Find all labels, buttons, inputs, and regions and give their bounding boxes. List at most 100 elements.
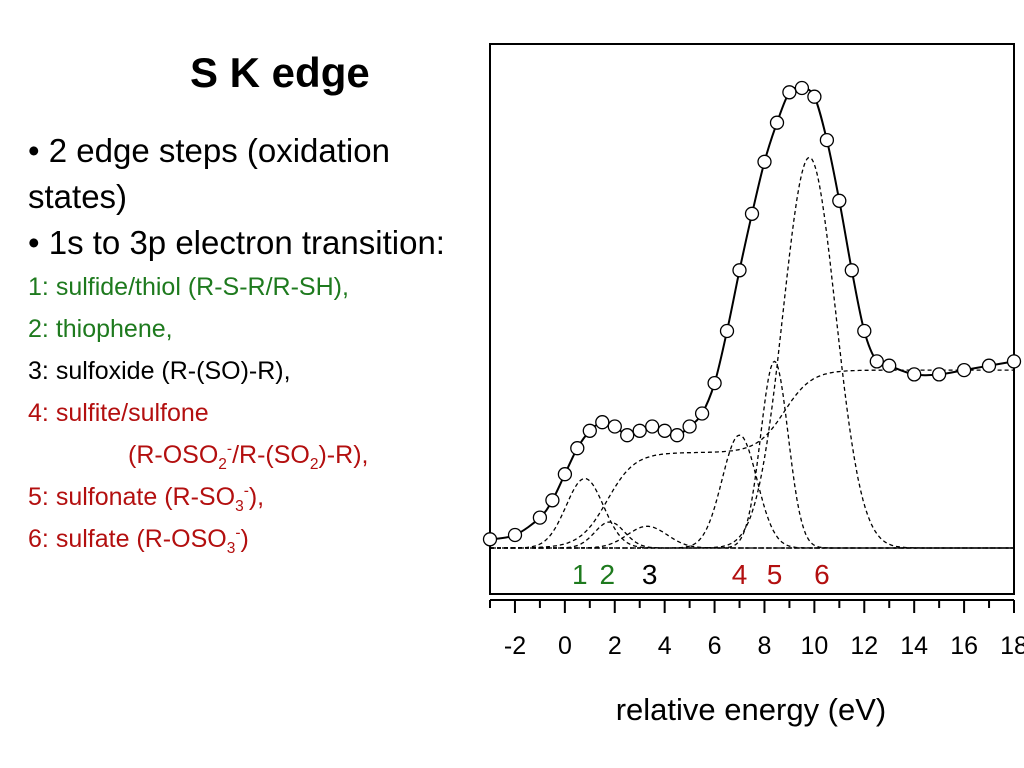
data-point <box>482 532 498 547</box>
species-text: sulfide/thiol (R-S-R/R-SH), <box>55 273 349 301</box>
data-point <box>620 428 635 443</box>
species-text-end: ), <box>248 483 265 511</box>
peak-label-2: 2 <box>600 559 616 590</box>
data-point <box>757 154 772 169</box>
species-number: 6 <box>28 525 42 553</box>
component-curves <box>490 156 1014 549</box>
species-separator: : <box>41 525 56 553</box>
x-tick-label: 4 <box>658 632 672 660</box>
peak-label-5: 5 <box>767 559 783 590</box>
data-point <box>981 358 997 373</box>
bullet-text: 2 edge steps (oxidation states) <box>28 132 390 215</box>
x-tick-label: -2 <box>504 632 526 660</box>
formula-subscript: 2 <box>218 456 227 473</box>
main-series <box>482 80 1022 547</box>
data-point <box>907 367 922 382</box>
species-text: sulfate (R-OSO <box>55 525 227 553</box>
formula-superscript: - <box>243 482 249 500</box>
x-tick-label: 14 <box>900 632 928 660</box>
x-tick-label: 12 <box>850 632 878 660</box>
bullet-edge-steps: • 2 edge steps (oxidation states) <box>28 128 488 220</box>
formula-part: /R-(SO <box>232 441 310 469</box>
formula-subscript: 2 <box>309 456 319 473</box>
formula-superscript: - <box>235 524 241 542</box>
data-point <box>782 85 797 100</box>
bullet-transition: • 1s to 3p electron transition: <box>28 220 488 266</box>
data-point <box>869 354 884 369</box>
data-point <box>732 263 747 278</box>
formula-subscript: 3 <box>226 540 236 557</box>
data-point <box>657 423 672 438</box>
species-text-end: ) <box>240 525 249 553</box>
x-tick-label: 16 <box>950 632 978 660</box>
text-panel: • 2 edge steps (oxidation states) • 1s t… <box>28 128 488 560</box>
x-tick-label: 8 <box>758 632 772 660</box>
data-point <box>645 419 660 434</box>
species-separator: : <box>41 315 56 343</box>
component-peak-2 <box>490 521 1014 549</box>
component-peak-1 <box>490 477 1014 549</box>
data-point <box>719 323 735 339</box>
bullet-marker: • <box>28 224 49 261</box>
formula-superscript: - <box>226 440 233 458</box>
data-point <box>857 323 872 339</box>
formula-part: )-R), <box>318 441 369 469</box>
data-point <box>931 367 947 382</box>
x-axis-title: relative energy (eV) <box>616 692 887 727</box>
species-separator: : <box>41 399 56 427</box>
species-number: 2 <box>28 315 42 343</box>
x-tick-label: 10 <box>800 632 828 660</box>
data-point <box>956 362 972 378</box>
data-point <box>632 423 647 438</box>
species-number: 3 <box>28 357 42 385</box>
species-number: 5 <box>28 483 42 511</box>
x-tick-label: 2 <box>608 632 622 660</box>
component-peak-6 <box>490 156 1014 549</box>
component-peak-4 <box>490 434 1014 549</box>
peak-label-4: 4 <box>732 559 748 590</box>
species-item-thiophene: 2: thiophene, <box>28 308 488 350</box>
slide-title: S K edge <box>190 49 370 96</box>
species-separator: : <box>41 273 56 301</box>
species-item-sulfoxide: 3: sulfoxide (R-(SO)-R), <box>28 350 488 392</box>
data-point <box>669 428 685 443</box>
peak-label-1: 1 <box>572 559 588 590</box>
data-point <box>607 419 622 434</box>
data-point <box>844 263 859 278</box>
species-text: sulfonate (R-SO <box>55 483 236 511</box>
data-point <box>744 206 760 221</box>
species-number: 4 <box>28 399 42 427</box>
species-item-sulfite: 4: sulfite/sulfone <box>28 392 488 434</box>
data-point <box>557 467 573 482</box>
component-peak-5 <box>490 360 1014 549</box>
x-tick-label: 6 <box>708 632 722 660</box>
data-point <box>832 193 847 208</box>
species-separator: : <box>41 483 56 511</box>
peak-label-3: 3 <box>642 559 658 590</box>
data-point <box>769 115 785 130</box>
species-item-sulfonate: 5: sulfonate (R-SO3-), <box>28 476 488 518</box>
data-point <box>570 441 585 456</box>
formula-part: (R-OSO <box>128 441 219 469</box>
bullet-marker: • <box>28 132 49 169</box>
data-point <box>1006 354 1022 369</box>
data-point <box>882 358 897 373</box>
data-point <box>507 527 523 543</box>
x-tick-label: 18 <box>1000 632 1024 660</box>
species-text: sulfoxide (R-(SO)-R), <box>55 357 291 385</box>
data-point <box>682 419 697 434</box>
formula-subscript: 3 <box>235 498 244 515</box>
species-sulfite-formula: (R-OSO2-/R-(SO2)-R), <box>28 434 488 476</box>
species-item-sulfide: 1: sulfide/thiol (R-S-R/R-SH), <box>28 266 488 308</box>
species-text: sulfite/sulfone <box>55 399 209 427</box>
component-peak-3 <box>490 525 1014 549</box>
data-point <box>794 80 810 96</box>
x-tick-label: 0 <box>558 632 572 660</box>
data-point <box>819 132 835 148</box>
species-number: 1 <box>28 273 42 301</box>
data-point <box>582 423 597 438</box>
data-point <box>545 493 560 508</box>
species-item-sulfate: 6: sulfate (R-OSO3-) <box>28 518 488 560</box>
plot-frame <box>489 43 1015 595</box>
